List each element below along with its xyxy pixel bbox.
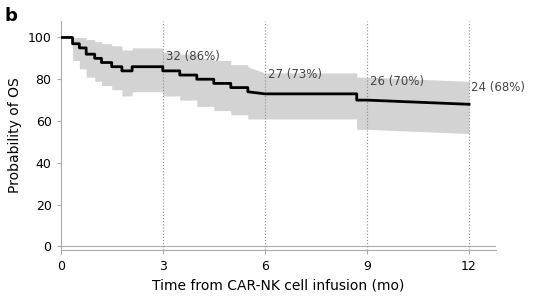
Text: b: b	[4, 7, 17, 25]
Text: 27 (73%): 27 (73%)	[268, 68, 322, 81]
X-axis label: Time from CAR-NK cell infusion (mo): Time from CAR-NK cell infusion (mo)	[152, 278, 405, 292]
Text: 32 (86%): 32 (86%)	[166, 50, 220, 62]
Text: 24 (68%): 24 (68%)	[471, 81, 524, 94]
Y-axis label: Probability of OS: Probability of OS	[8, 78, 22, 193]
Text: 26 (70%): 26 (70%)	[370, 74, 424, 88]
